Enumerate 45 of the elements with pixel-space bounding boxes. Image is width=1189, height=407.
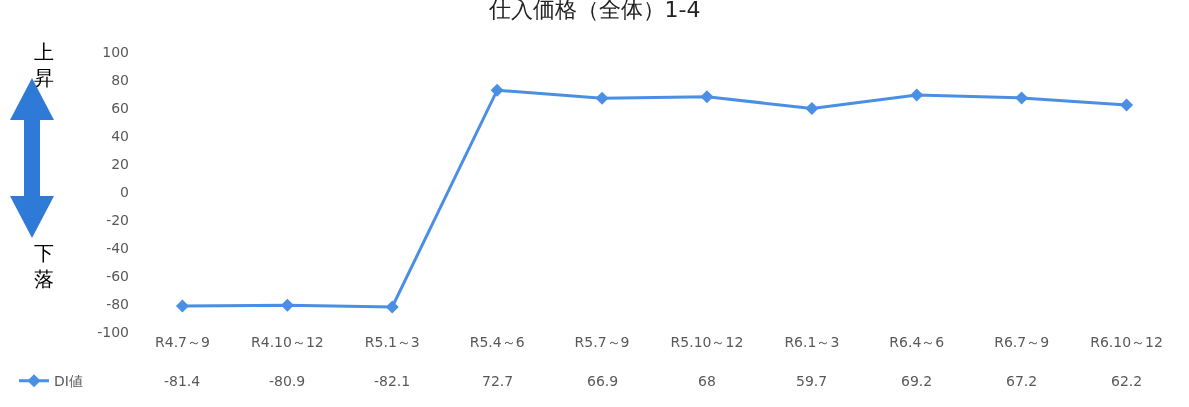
data-label: -81.4: [164, 373, 201, 389]
point: [1120, 98, 1134, 112]
data-label: 59.7: [796, 373, 828, 389]
point: [385, 300, 399, 314]
x-tick-label: R6.7～9: [994, 334, 1050, 350]
data-label: -82.1: [374, 373, 411, 389]
y-tick-label: 100: [102, 43, 129, 60]
y-tick-label: -60: [106, 267, 129, 284]
y-tick-label: -20: [106, 211, 129, 228]
data-label: 69.2: [901, 373, 933, 389]
x-tick-label: R6.4～6: [889, 334, 945, 350]
x-tick-label: R5.1～3: [364, 334, 420, 350]
x-tick-label: R4.7～9: [155, 334, 210, 350]
x-tick-label: R5.10～12: [670, 334, 744, 350]
data-label: 72.7: [482, 373, 514, 389]
y-tick-label: -80: [106, 295, 129, 312]
x-tick-label: R6.10～12: [1090, 334, 1163, 350]
y-tick-label: 0: [120, 183, 129, 200]
point: [910, 88, 924, 102]
point: [175, 299, 189, 313]
y-tick-label: 80: [111, 71, 129, 88]
point: [805, 101, 819, 115]
y-tick-label: 20: [111, 155, 129, 172]
x-tick-label: R5.4～6: [469, 334, 525, 350]
data-label: 66.9: [587, 373, 619, 389]
data-label: -80.9: [269, 373, 306, 389]
y-tick-label: 60: [111, 99, 129, 116]
x-tick-label: R6.1～3: [784, 334, 840, 350]
point: [700, 90, 714, 104]
text: 下落: [34, 241, 54, 291]
point: [1015, 91, 1029, 105]
point: [280, 298, 294, 312]
y-tick-label: 40: [111, 127, 129, 144]
data-label: 67.2: [1006, 373, 1038, 389]
y-tick-label: -100: [97, 323, 129, 340]
x-tick-label: R5.7～9: [574, 334, 630, 350]
text: 上昇: [34, 40, 54, 90]
data-label: 62.2: [1111, 373, 1143, 389]
chart-title: 仕入価格（全体）1-4: [487, 0, 701, 23]
point: [595, 91, 609, 105]
x-tick-label: R4.10～12: [250, 334, 324, 350]
y-tick-label: -40: [106, 239, 129, 256]
data-label: 68: [698, 373, 716, 389]
legend-label: DI値: [54, 373, 83, 390]
point: [490, 83, 504, 97]
